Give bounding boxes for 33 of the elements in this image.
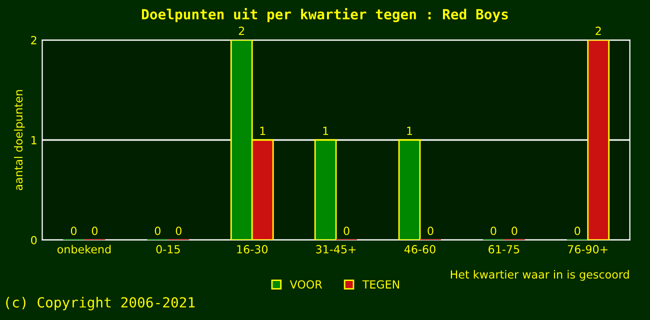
legend-label: VOOR: [290, 280, 322, 289]
chart-title: Doelpunten uit per kwartier tegen : Red Boys: [142, 8, 508, 22]
data-label: 0: [512, 226, 518, 236]
x-tick-label: onbekend: [57, 244, 111, 254]
legend-label: TEGEN: [362, 280, 400, 289]
data-label: 0: [574, 226, 580, 236]
bar: [587, 40, 610, 240]
data-label: 0: [92, 226, 98, 236]
y-axis-title: aantal doelpunten: [14, 90, 25, 190]
x-axis-title: Het kwartier waar in is gescoord: [450, 270, 629, 281]
x-tick-label: 61-75: [488, 245, 520, 254]
y-tick-label: 1: [32, 136, 36, 144]
x-tick-label: 16-30: [237, 245, 268, 254]
text: (c) Copyright 2006-2021: [6, 296, 195, 310]
data-label: 0: [490, 226, 496, 236]
data-label: 1: [260, 126, 266, 135]
data-label: 0: [428, 226, 434, 236]
bar: [398, 139, 421, 240]
data-label: 0: [176, 226, 182, 236]
y-tick-label: 0: [31, 236, 37, 244]
x-tick-label: 76-90+: [568, 245, 608, 254]
x-tick-label: 46-60: [404, 245, 436, 254]
bar: [314, 139, 337, 240]
x-tick-label: 0-15: [156, 245, 180, 254]
data-label: 1: [323, 126, 328, 135]
data-label: 0: [344, 226, 350, 236]
data-label: 2: [238, 26, 244, 35]
data-label: 1: [407, 126, 412, 135]
data-label: 0: [70, 226, 77, 236]
y-tick-label: 2: [31, 36, 36, 44]
data-label: 0: [154, 226, 160, 236]
data-label: 2: [596, 26, 601, 35]
x-tick-label: 31-45+: [316, 245, 356, 254]
